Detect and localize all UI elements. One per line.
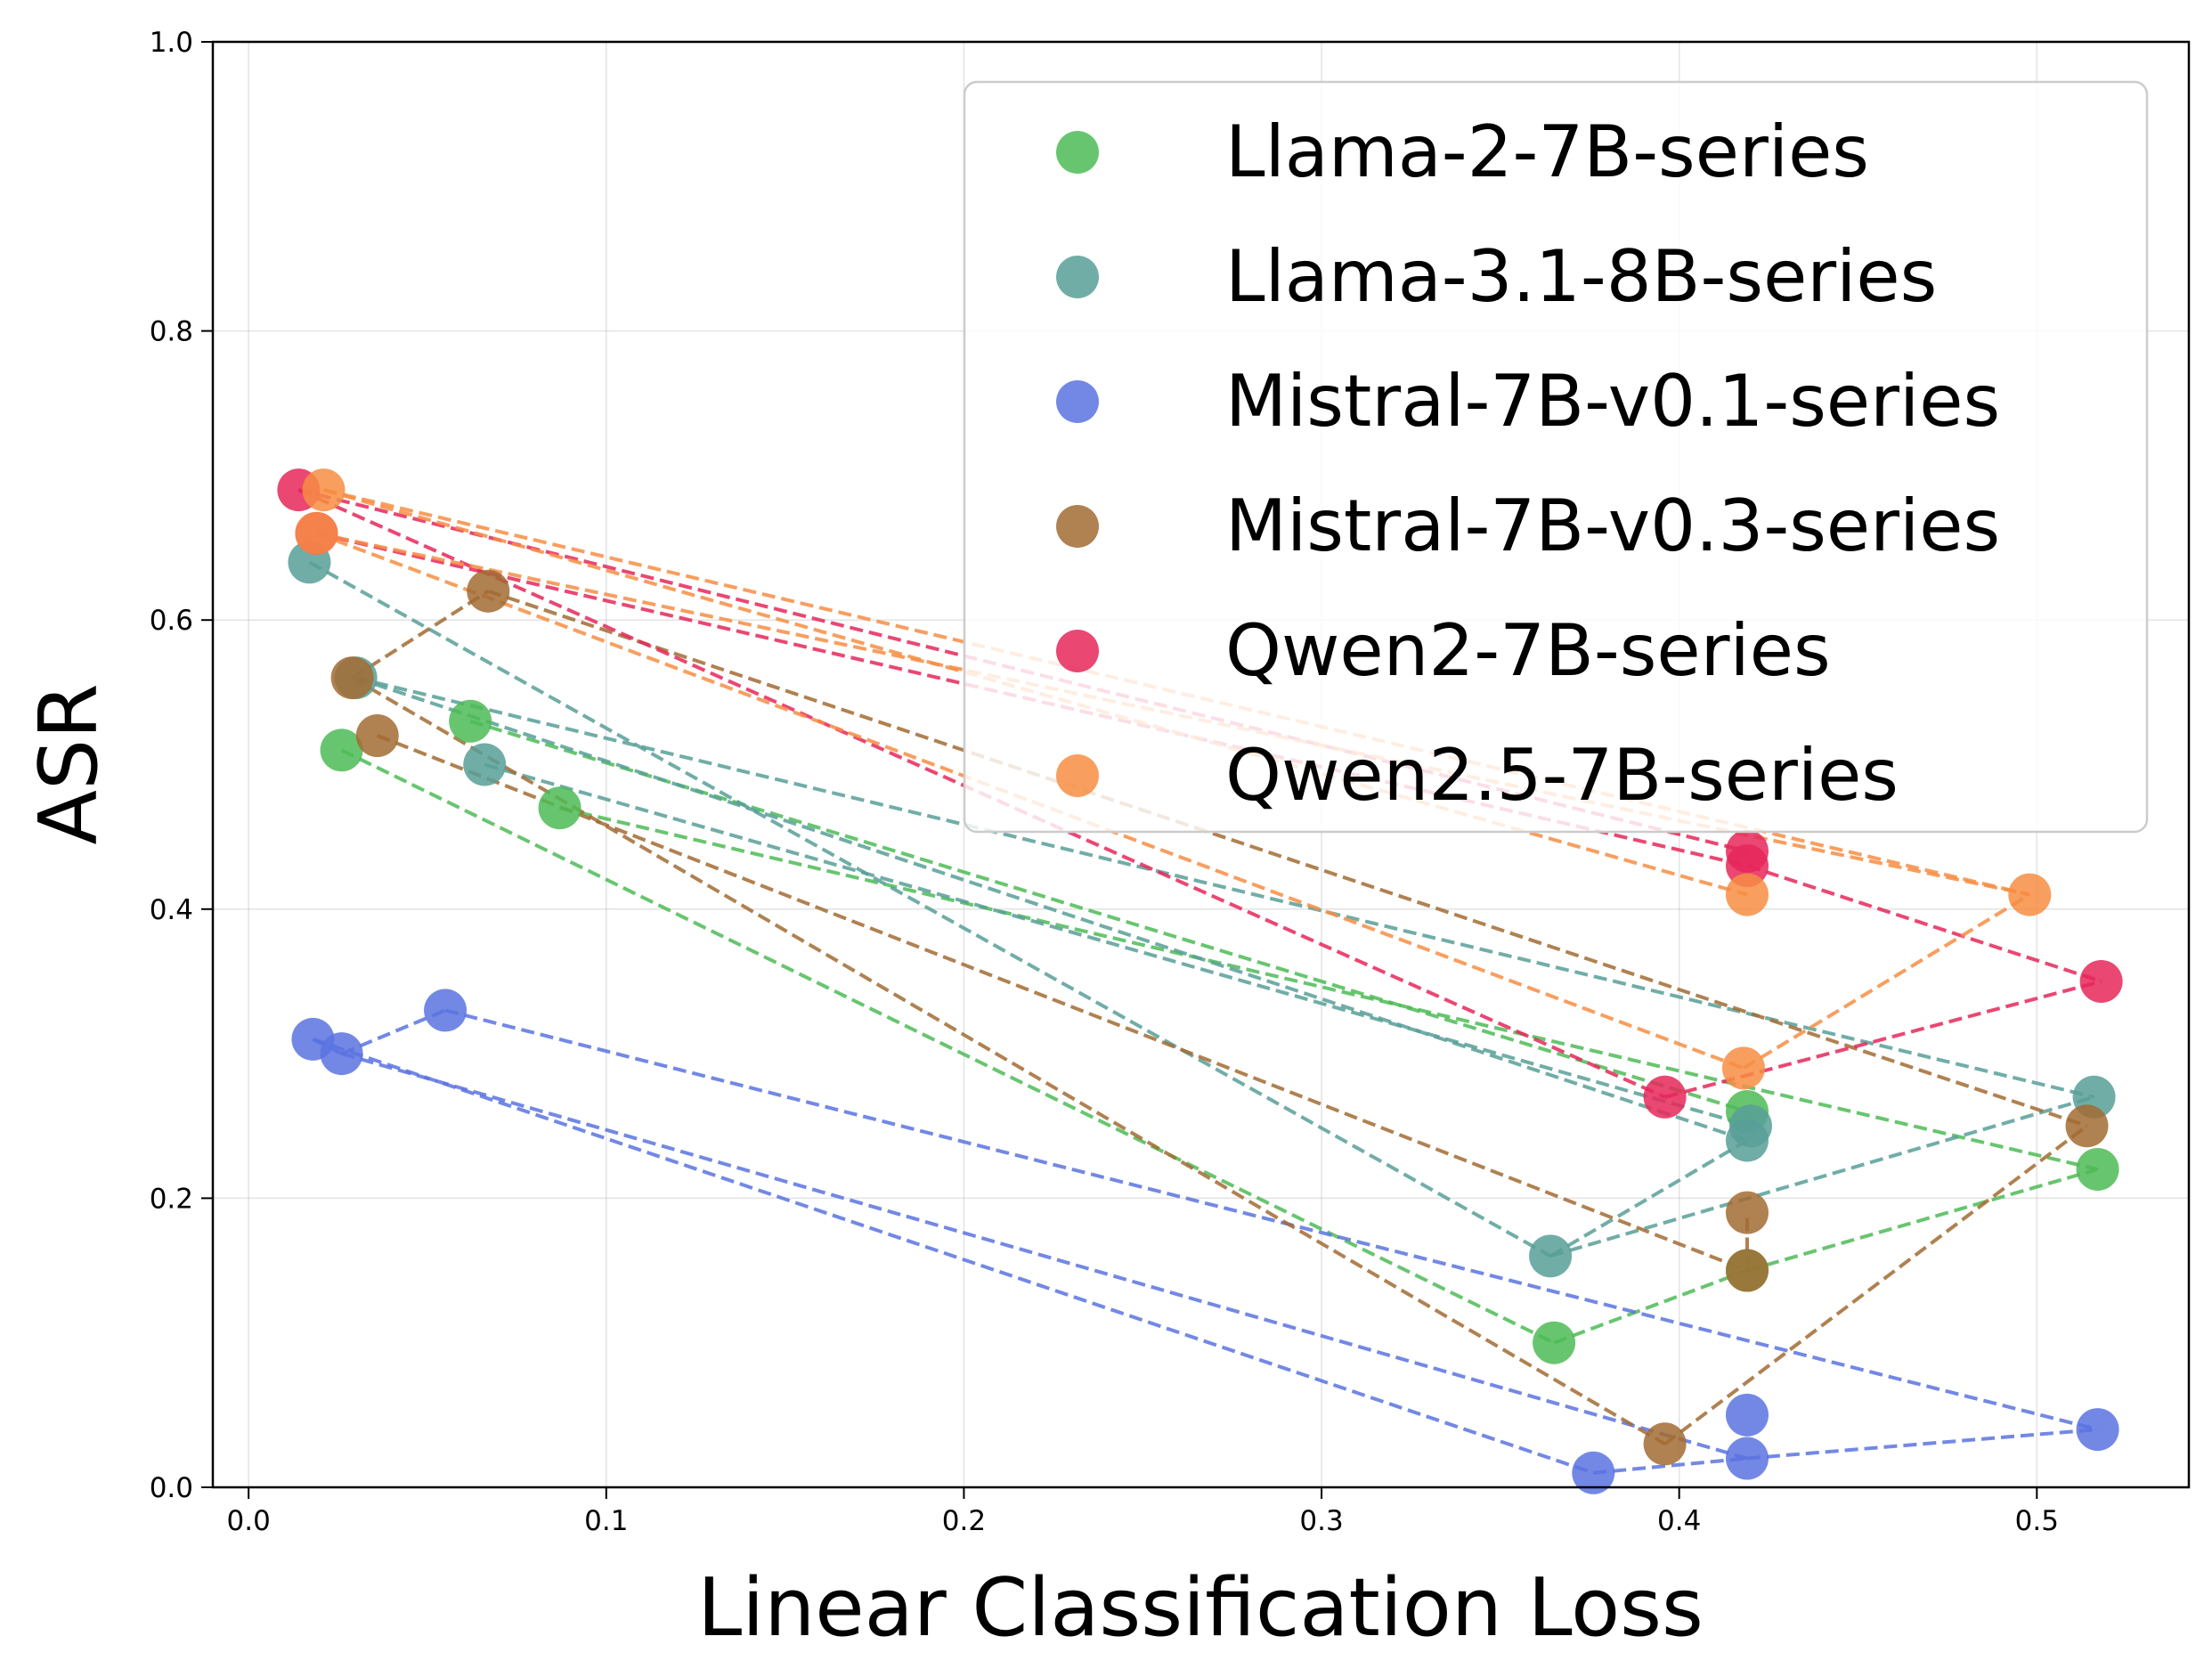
legend-label-qwen2-5-7b-series: Qwen2.5-7B-series [1225, 734, 1899, 817]
x-tick-label: 0.4 [1657, 1505, 1701, 1537]
plot-frame [211, 40, 2191, 1489]
line-mistral-7b-v0-3-series [1663, 1124, 2088, 1445]
y-axis-label: ASR [22, 683, 116, 844]
point-qwen2-7b-series [1643, 1075, 1687, 1119]
line-llama-3-1-8b-series [1549, 1095, 2095, 1258]
line-qwen2-5-7b-series [322, 488, 1748, 897]
point-llama-2-7b-series [449, 699, 492, 743]
legend-label-llama-2-7b-series: Llama-2-7B-series [1225, 110, 1869, 193]
line-llama-3-1-8b-series [484, 762, 1752, 1128]
y-tick-label: 0.0 [150, 1472, 193, 1504]
legend-label-qwen2-7b-series: Qwen2-7B-series [1225, 609, 1831, 692]
line-llama-2-7b-series [559, 806, 2099, 1171]
axis-ticks: 0.0 0.1 0.2 0.3 0.4 0.5 0.0 0.2 0.4 0.6 0.8 1.0 [150, 27, 2059, 1537]
line-mistral-7b-v0-1-series [312, 1037, 1594, 1475]
line-mistral-7b-v0-1-series [444, 1008, 2099, 1432]
legend-marker-llama-2-7b-series [1056, 131, 1099, 174]
y-tick-label: 0.4 [150, 894, 193, 926]
point-mistral-7b-v0-3-series [330, 656, 374, 700]
line-mistral-7b-v0-1-series [1593, 1456, 1748, 1475]
point-qwen2-7b-series [1725, 829, 1769, 873]
series-points [277, 468, 2123, 1494]
y-tick-label: 0.2 [150, 1183, 193, 1215]
point-llama-3-1-8b-series [1729, 1104, 1773, 1148]
x-tick-label: 0.2 [942, 1505, 986, 1537]
point-mistral-7b-v0-3-series [1725, 1249, 1769, 1292]
point-mistral-7b-v0-3-series [2065, 1104, 2109, 1148]
point-llama-2-7b-series [2076, 1147, 2119, 1191]
point-mistral-7b-v0-1-series [424, 989, 468, 1032]
line-mistral-7b-v0-1-series [341, 1052, 1748, 1461]
x-axis-label: Linear Classification Loss [697, 1561, 1704, 1655]
point-qwen2-5-7b-series [2008, 873, 2052, 916]
point-mistral-7b-v0-1-series [2076, 1408, 2119, 1452]
legend-marker-qwen2-5-7b-series [1056, 754, 1099, 797]
point-qwen2-5-7b-series [295, 511, 338, 555]
legend-marker-mistral-7b-v0-1-series [1056, 380, 1099, 423]
point-qwen2-5-7b-series [302, 468, 346, 512]
point-llama-2-7b-series [538, 786, 581, 830]
point-mistral-7b-v0-3-series [467, 569, 510, 613]
x-tick-label: 0.3 [1299, 1505, 1343, 1537]
legend-frame [963, 80, 2149, 834]
line-llama-3-1-8b-series [308, 560, 1552, 1258]
point-mistral-7b-v0-3-series [1643, 1422, 1687, 1466]
line-llama-2-7b-series [1746, 1168, 2099, 1273]
legend-marker-llama-3-1-8b-series [1056, 256, 1099, 298]
line-llama-3-1-8b-series [355, 676, 2095, 1099]
line-llama-3-1-8b-series [355, 676, 1748, 1143]
y-tick-label: 0.8 [150, 316, 193, 348]
line-qwen2-7b-series [1664, 980, 2102, 1099]
line-mistral-7b-v0-3-series [351, 676, 1666, 1446]
line-qwen2-5-7b-series [1742, 892, 2031, 1071]
legend-label-mistral-7b-v0-1-series: Mistral-7B-v0.1-series [1225, 360, 2000, 443]
x-tick-label: 0.1 [584, 1505, 628, 1537]
point-mistral-7b-v0-3-series [1725, 1191, 1769, 1234]
point-llama-2-7b-series [1533, 1321, 1576, 1364]
legend-marker-mistral-7b-v0-3-series [1056, 505, 1099, 548]
point-llama-2-7b-series [320, 729, 363, 772]
line-mistral-7b-v0-3-series [487, 589, 2088, 1128]
point-mistral-7b-v0-1-series [1725, 1437, 1769, 1480]
legend-label-llama-3-1-8b-series: Llama-3.1-8B-series [1225, 235, 1937, 318]
point-mistral-7b-v0-3-series [355, 714, 399, 758]
point-mistral-7b-v0-1-series [320, 1032, 363, 1076]
point-qwen2-5-7b-series [1721, 1046, 1765, 1090]
line-llama-2-7b-series [340, 748, 1555, 1345]
point-mistral-7b-v0-1-series [1725, 1393, 1769, 1437]
line-qwen2-7b-series [1746, 864, 2102, 983]
y-tick-label: 1.0 [150, 27, 193, 59]
line-mistral-7b-v0-3-series [351, 590, 490, 680]
point-llama-3-1-8b-series [1529, 1234, 1573, 1278]
point-qwen2-5-7b-series [1725, 873, 1769, 916]
series-lines [297, 488, 2102, 1475]
line-llama-2-7b-series [1553, 1268, 1748, 1345]
point-llama-3-1-8b-series [463, 743, 507, 786]
y-tick-label: 0.6 [150, 605, 193, 637]
legend-marker-qwen2-7b-series [1056, 630, 1099, 672]
x-tick-label: 0.0 [227, 1505, 271, 1537]
point-qwen2-7b-series [2079, 959, 2123, 1003]
legend-label-mistral-7b-v0-3-series: Mistral-7B-v0.3-series [1225, 484, 2000, 567]
legend: Llama-2-7B-series Llama-3.1-8B-series Mist… [963, 80, 2149, 834]
x-tick-label: 0.5 [2015, 1505, 2059, 1537]
line-mistral-7b-v0-3-series [377, 734, 1748, 1273]
point-mistral-7b-v0-1-series [1572, 1451, 1615, 1494]
